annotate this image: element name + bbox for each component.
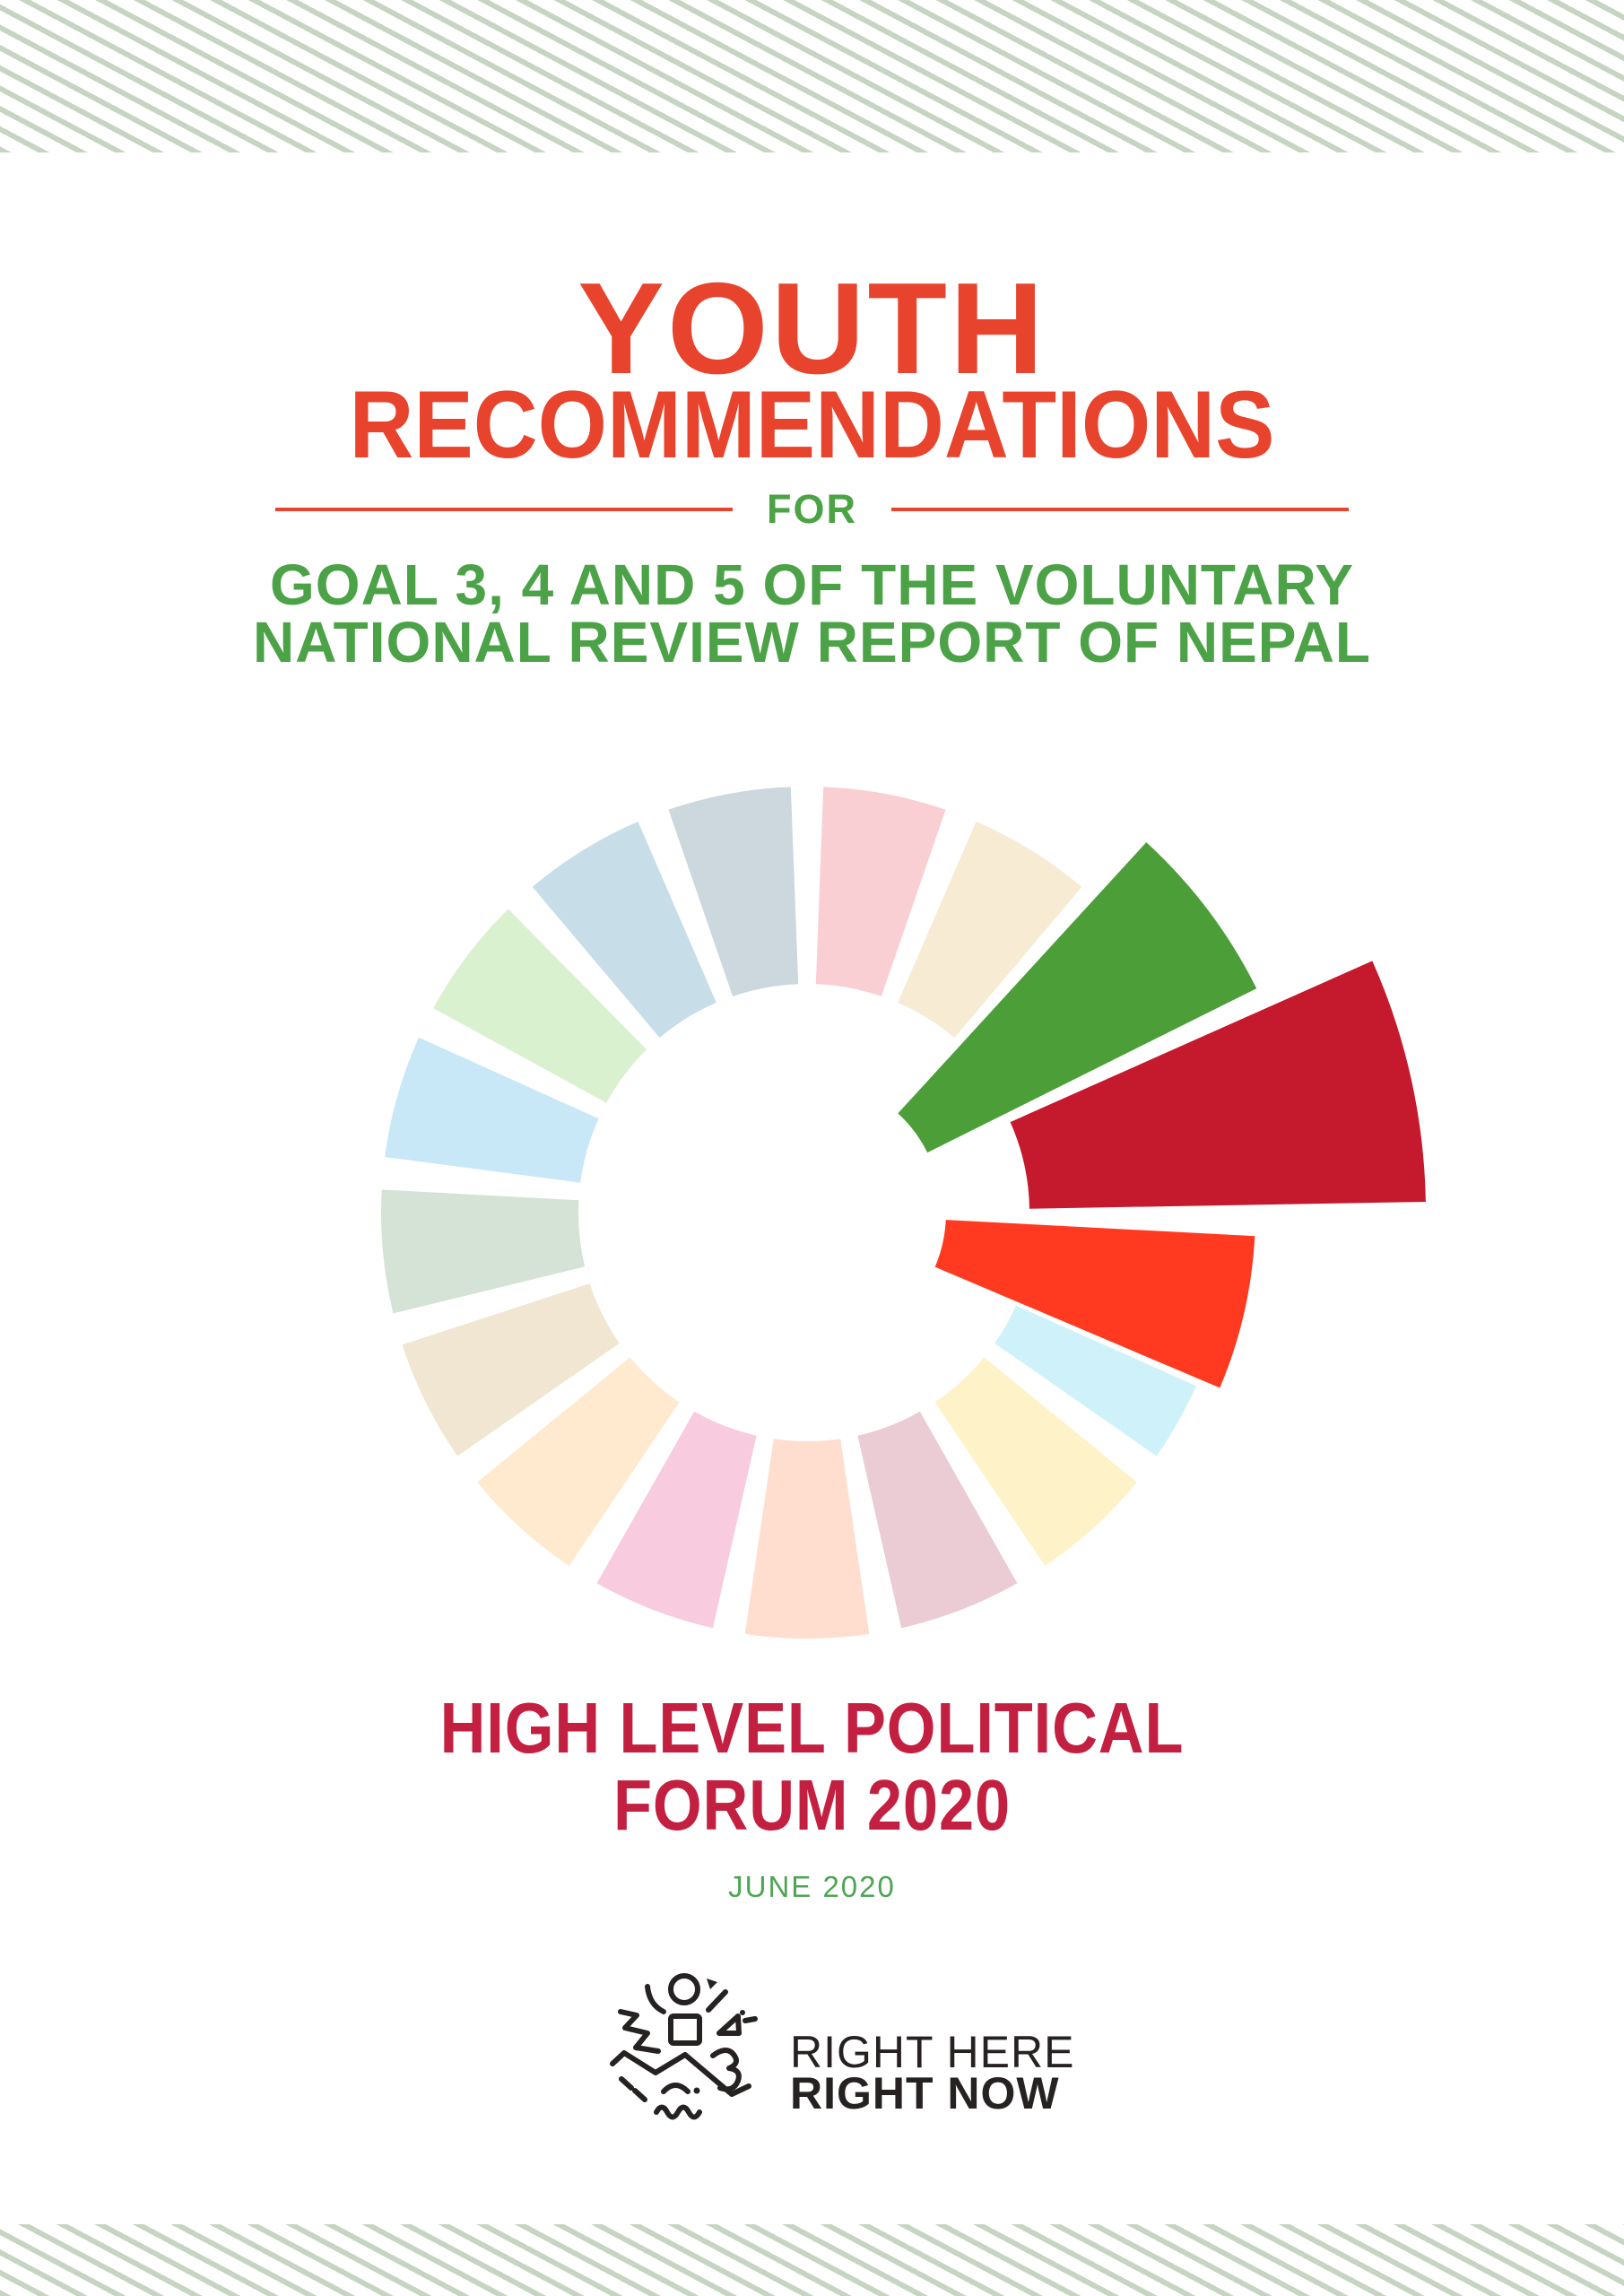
sdg-wheel-segment-goal-6 xyxy=(994,1305,1196,1457)
doodle-arc xyxy=(645,1984,666,2014)
doodle-squiggle-3 xyxy=(710,2048,742,2092)
title-line-2: RECOMMENDATIONS xyxy=(349,370,1275,478)
subtitle-line-2: NATIONAL REVIEW REPORT OF NEPAL xyxy=(252,610,1372,674)
logo-line-2: RIGHT NOW xyxy=(790,2068,1060,2118)
event-title-line-1: HIGH LEVEL POLITICAL xyxy=(439,1688,1185,1768)
doodle-slash xyxy=(706,1989,728,2013)
sdg-wheel-segment-goal-4 xyxy=(1010,961,1426,1209)
logo-wordmark: RIGHT HERE RIGHT NOW xyxy=(790,2027,1075,2118)
doodle-dot-small xyxy=(740,2010,745,2015)
for-divider: FOR xyxy=(0,489,1624,530)
sdg-wheel-segment-goal-14 xyxy=(385,1037,599,1183)
divider-rule-right xyxy=(891,508,1349,511)
doodle-mountains xyxy=(610,2050,751,2097)
sdg-wheel-segment-goal-11 xyxy=(477,1357,680,1566)
sdg-wheel-segment-goal-15 xyxy=(433,909,647,1103)
doodle-double-dash xyxy=(619,2076,647,2102)
sdg-wheel-segment-goal-2 xyxy=(898,822,1082,1039)
event-title-line-2: FORUM 2020 xyxy=(612,1765,1012,1845)
date-label: JUNE 2020 xyxy=(728,1870,896,1903)
logo-line-1: RIGHT HERE xyxy=(790,2027,1075,2077)
doodle-body-square xyxy=(668,2013,702,2046)
subtitle: GOAL 3, 4 AND 5 OF THE VOLUNTARY NATIONA… xyxy=(0,556,1624,671)
sdg-wheel-segment-goal-13 xyxy=(381,1189,586,1314)
sdg-wheel-segment-goal-17 xyxy=(668,787,799,996)
doodle-dot xyxy=(693,2087,700,2094)
divider-label: FOR xyxy=(767,486,857,532)
doodle-hump xyxy=(661,2083,690,2094)
sdg-wheel-segment-goal-3 xyxy=(898,842,1257,1153)
sdg-wheel-segment-goal-1 xyxy=(815,787,946,996)
right-here-right-now-logo-icon xyxy=(610,1973,758,2120)
sdg-wheel-segment-goal-9 xyxy=(744,1439,870,1639)
sdg-wheel-segment-goal-8 xyxy=(857,1411,1018,1629)
doodle-wave xyxy=(654,2104,702,2120)
divider-rule-left xyxy=(275,508,733,511)
subtitle-line-1: GOAL 3, 4 AND 5 OF THE VOLUNTARY xyxy=(270,552,1354,617)
title-line-1: YOUTH xyxy=(578,256,1046,401)
doodle-zigzag xyxy=(618,2009,661,2054)
doodle-dash xyxy=(743,2016,758,2023)
sdg-wheel-segment-goal-10 xyxy=(596,1411,757,1629)
doodle-triangle-small xyxy=(707,1979,717,1989)
top-hatch-band xyxy=(0,0,1624,152)
doodle-head-circle xyxy=(668,1973,700,2005)
sdg-wheel-segment-goal-7 xyxy=(934,1357,1137,1566)
sdg-wheel-segment-goal-5 xyxy=(934,1220,1255,1388)
doodle-flag-triangle xyxy=(716,2013,742,2036)
bottom-hatch-band xyxy=(0,2224,1624,2296)
event-title: HIGH LEVEL POLITICAL FORUM 2020 xyxy=(98,1690,1527,1844)
sdg-wheel-segment-goal-12 xyxy=(402,1283,620,1457)
sdg-wheel-segment-goal-16 xyxy=(532,822,716,1039)
